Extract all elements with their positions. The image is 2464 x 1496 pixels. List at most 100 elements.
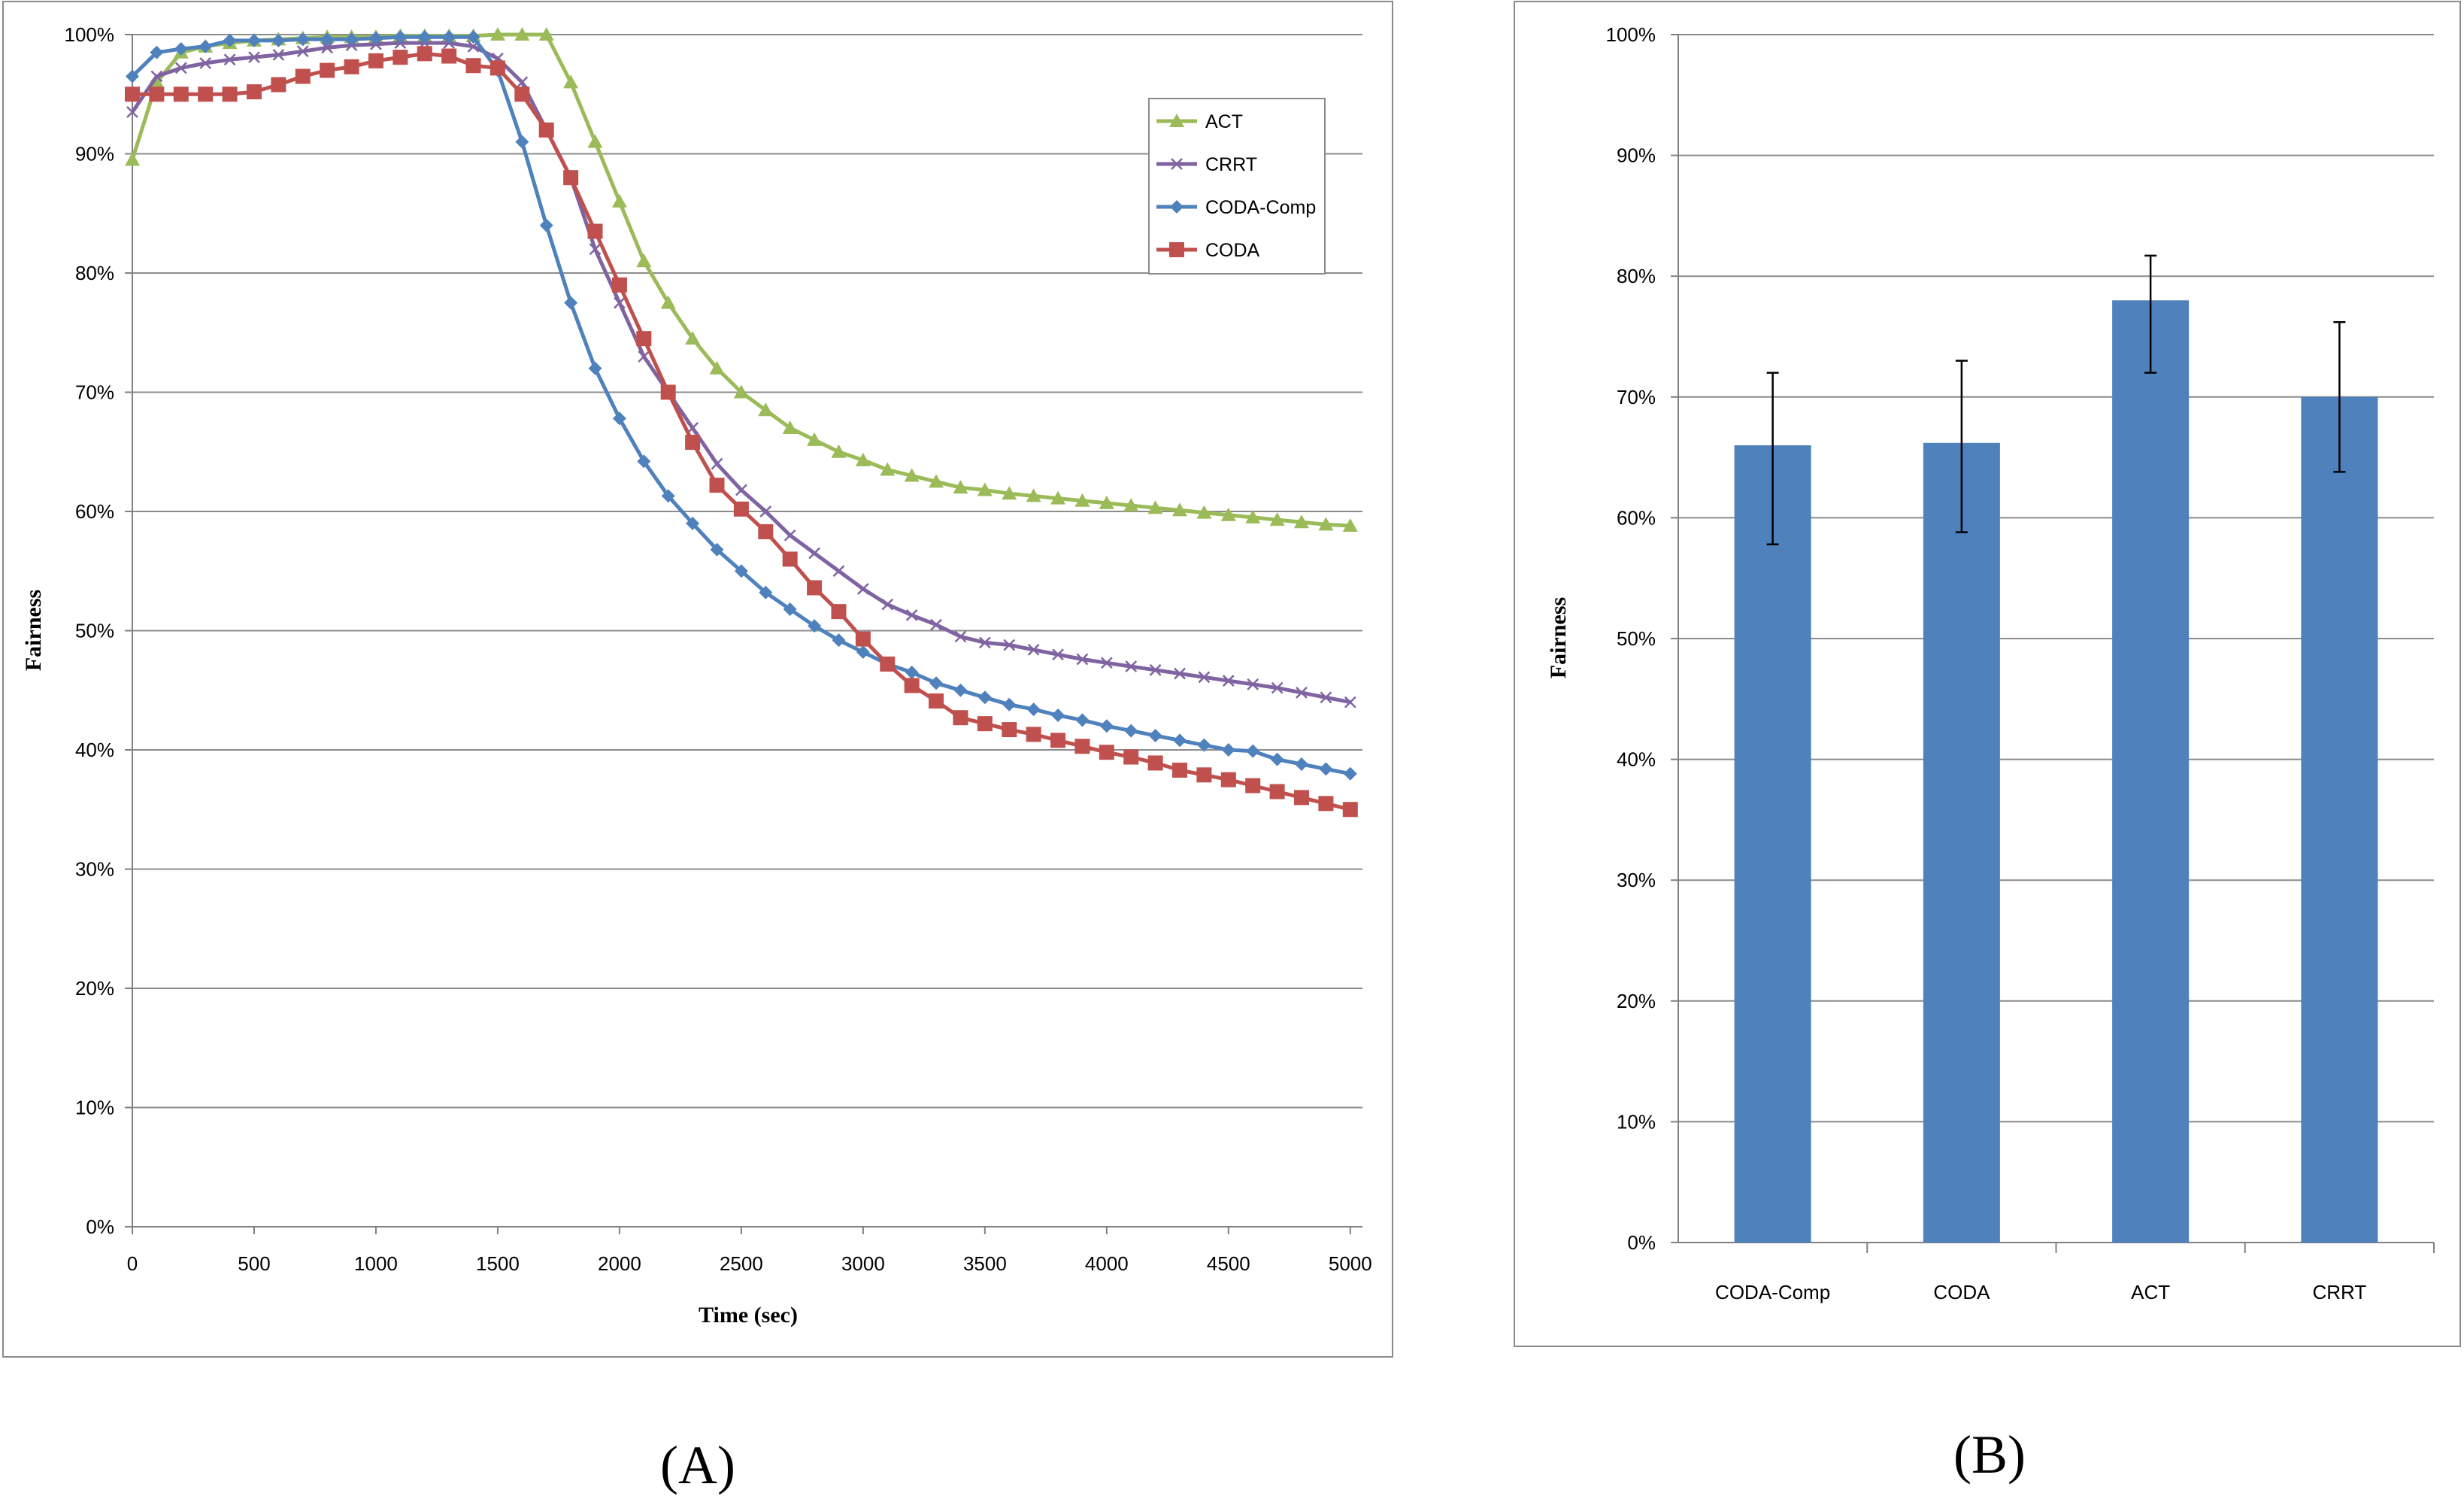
panel-b-y-tick-labels: 0% 10% 20% 30% 40% 50% 60% 70% 80% 90% 100%	[1606, 23, 1656, 1254]
data-point-act	[807, 432, 823, 446]
data-point-act	[1123, 498, 1139, 512]
bar-crrt	[2301, 396, 2378, 1243]
panel-a-x-tick-labels: 0 500 1000 1500 2000 2500 3000 3500 4000 4500 5000	[127, 1252, 1372, 1275]
data-point-coda	[514, 86, 530, 102]
data-point-crrt	[1247, 678, 1259, 690]
data-point-act	[1294, 514, 1310, 529]
data-point-crrt-stroke-b	[930, 618, 942, 631]
y-tick-label: 80%	[1617, 265, 1656, 287]
data-point-coda	[855, 631, 871, 647]
data-point-crrt-stroke-b	[589, 243, 602, 256]
panel-b-x-tick-labels: CODA-Comp CODA ACT CRRT	[1715, 1281, 2366, 1303]
y-tick-label: 20%	[1617, 990, 1656, 1012]
data-point-crrt	[126, 106, 138, 118]
data-point-act	[1245, 509, 1261, 523]
data-point-coda	[1026, 727, 1041, 742]
data-point-coda	[246, 84, 262, 100]
data-point-coda-comp	[539, 218, 553, 232]
data-point-coda-comp	[588, 361, 602, 375]
data-point-crrt-stroke-b	[1222, 675, 1235, 687]
data-point-crrt-stroke-b	[1125, 660, 1138, 672]
x-tick-label: 500	[238, 1252, 270, 1275]
y-tick-label: 20%	[75, 977, 114, 1000]
data-point-coda-comp	[174, 42, 188, 56]
data-point-coda-comp	[1148, 728, 1162, 742]
data-point-crrt-stroke-b	[223, 53, 236, 66]
data-point-coda	[1147, 755, 1163, 771]
data-point-act	[685, 331, 701, 345]
x-tick-label: 4500	[1207, 1252, 1250, 1275]
data-point-coda-comp	[368, 31, 383, 45]
data-point-coda	[344, 59, 359, 74]
data-point-crrt	[1296, 687, 1308, 699]
data-point-crrt	[614, 296, 626, 309]
data-point-crrt-stroke-b	[150, 70, 163, 83]
data-point-crrt	[1076, 653, 1089, 666]
y-tick-label: 60%	[1617, 506, 1656, 529]
data-point-coda-comp	[1319, 762, 1333, 776]
panel-a-y-tick-labels: 0% 10% 20% 30% 40% 50% 60% 70% 80% 90% 100%	[65, 23, 115, 1238]
data-point-crrt-stroke-b	[954, 630, 967, 643]
panel-a-y-axis-title: Fairness	[21, 590, 46, 671]
data-point-crrt	[516, 76, 529, 89]
x-tick-label: CRRT	[2313, 1281, 2367, 1303]
data-point-crrt	[1003, 639, 1016, 651]
data-point-act	[1269, 512, 1285, 526]
data-point-coda-comp	[1343, 766, 1357, 781]
data-point-crrt	[954, 630, 967, 643]
data-point-coda	[929, 693, 944, 709]
data-point-crrt	[174, 62, 187, 74]
data-point-coda	[295, 68, 311, 84]
data-point-crrt	[1320, 691, 1332, 704]
data-point-crrt-stroke-b	[321, 41, 334, 54]
data-point-coda	[660, 384, 676, 400]
data-point-coda-comp	[1026, 702, 1041, 717]
data-point-coda	[709, 478, 725, 493]
data-point-coda	[417, 46, 432, 62]
data-point-crrt	[711, 457, 723, 470]
data-point-coda	[831, 604, 847, 620]
data-point-coda	[465, 58, 481, 74]
data-point-coda	[1123, 749, 1139, 765]
data-point-crrt-stroke-b	[174, 62, 187, 74]
bar-group-coda-comp	[1734, 372, 1811, 1243]
data-point-coda	[125, 86, 140, 102]
data-point-crrt	[1125, 660, 1138, 672]
y-tick-label: 0%	[1627, 1231, 1656, 1254]
y-tick-label: 70%	[1617, 386, 1656, 408]
data-point-coda-comp	[1075, 713, 1090, 727]
data-point-coda	[1172, 762, 1188, 778]
data-point-crrt	[1222, 675, 1235, 687]
series-coda-comp	[126, 30, 1357, 781]
data-point-coda-comp	[759, 585, 773, 599]
data-point-crrt	[832, 565, 845, 578]
bar-group-crrt	[2301, 320, 2378, 1243]
data-point-crrt-stroke-b	[735, 484, 747, 496]
panel-a-x-axis-title: Time (sec)	[699, 1303, 798, 1328]
data-point-coda-comp	[126, 69, 139, 83]
data-point-coda-comp	[223, 33, 237, 47]
data-point-act	[1050, 490, 1066, 505]
panel-b-label: (B)	[1953, 1425, 2026, 1485]
data-point-act	[489, 27, 505, 41]
data-point-crrt	[150, 70, 163, 83]
data-point-coda-comp	[637, 454, 651, 469]
data-point-act	[1196, 505, 1212, 519]
data-point-crrt	[272, 49, 285, 61]
data-point-crrt-stroke-b	[759, 505, 772, 517]
data-point-crrt	[930, 618, 942, 631]
x-tick-label: 3500	[963, 1252, 1007, 1275]
data-point-act	[855, 452, 871, 466]
y-tick-label: 60%	[75, 500, 114, 523]
y-tick-label: 50%	[1617, 627, 1656, 650]
panel-a-series	[125, 27, 1358, 818]
x-tick-label: 5000	[1329, 1252, 1372, 1275]
legend-entry-crrt: CRRT	[1156, 154, 1257, 175]
data-point-crrt	[881, 598, 894, 611]
data-point-crrt-stroke-b	[978, 636, 991, 649]
data-point-act	[1318, 517, 1334, 531]
data-point-crrt	[321, 41, 334, 54]
data-point-act	[563, 74, 579, 89]
bar-group-act	[2112, 254, 2190, 1243]
data-point-coda-comp	[1173, 733, 1187, 748]
